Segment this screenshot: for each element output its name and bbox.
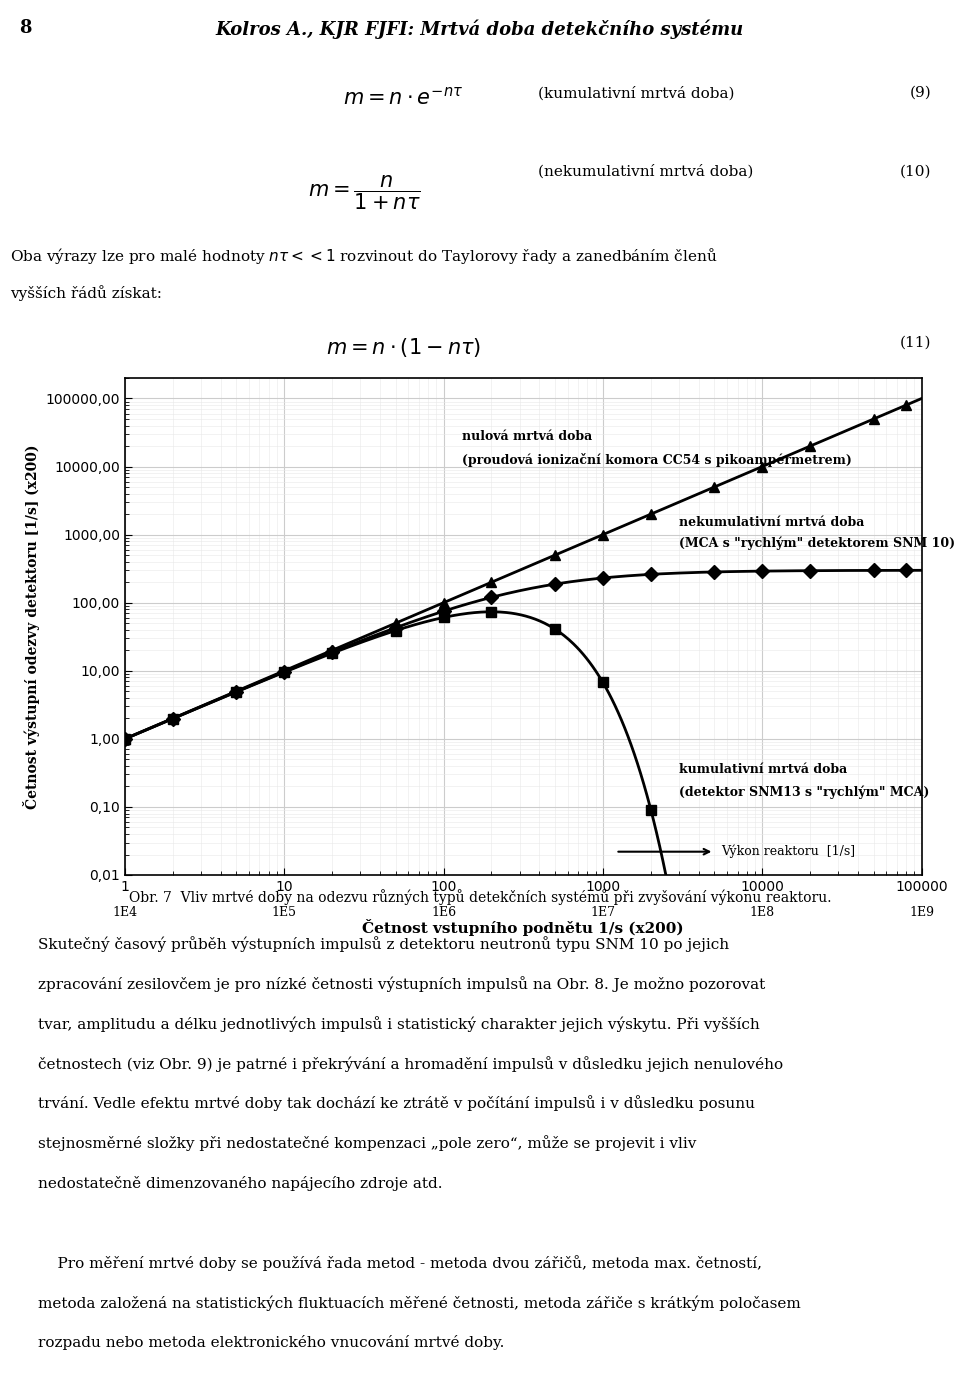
Text: 1E7: 1E7 — [590, 906, 615, 918]
Text: (proudová ionizační komora CC54 s pikoampérmetrem): (proudová ionizační komora CC54 s pikoam… — [462, 452, 852, 466]
Text: Výkon reaktoru  [1/s]: Výkon reaktoru [1/s] — [721, 846, 855, 858]
Text: nulová mrtvá doba: nulová mrtvá doba — [462, 430, 592, 444]
Text: kumulativní mrtvá doba: kumulativní mrtvá doba — [679, 763, 847, 777]
Text: nekumulativní mrtvá doba: nekumulativní mrtvá doba — [679, 517, 864, 529]
Text: $m = n \cdot e^{-n\tau}$: $m = n \cdot e^{-n\tau}$ — [343, 85, 464, 108]
Y-axis label: Četnost výstupní odezvy detektoru [1/s] (x200): Četnost výstupní odezvy detektoru [1/s] … — [23, 444, 40, 809]
Text: (MCA s "rychlým" detektorem SNM 10): (MCA s "rychlým" detektorem SNM 10) — [679, 536, 955, 550]
Text: $m = \dfrac{n}{1 + n\tau}$: $m = \dfrac{n}{1 + n\tau}$ — [308, 174, 421, 211]
Text: metoda založená na statistických fluktuacích měřené četnosti, metoda zářiče s kr: metoda založená na statistických fluktua… — [38, 1295, 802, 1310]
Text: Skutečný časový průběh výstupních impulsů z detektoru neutronů typu SNM 10 po je: Skutečný časový průběh výstupních impuls… — [38, 937, 730, 952]
X-axis label: Četnost vstupního podnětu 1/s (x200): Četnost vstupního podnětu 1/s (x200) — [362, 918, 684, 935]
Text: 1E4: 1E4 — [112, 906, 137, 918]
Text: $m = n \cdot (1 - n\tau)$: $m = n \cdot (1 - n\tau)$ — [325, 336, 481, 358]
Text: 8: 8 — [19, 20, 32, 38]
Text: 1E5: 1E5 — [272, 906, 297, 918]
Text: rozpadu nebo metoda elektronického vnucování mrtvé doby.: rozpadu nebo metoda elektronického vnuco… — [38, 1336, 505, 1351]
Text: (9): (9) — [909, 85, 931, 99]
Text: (11): (11) — [900, 336, 931, 350]
Text: Oba výrazy lze pro malé hodnoty $n\tau << 1$ rozvinout do Taylorovy řady a zaned: Oba výrazy lze pro malé hodnoty $n\tau <… — [10, 245, 717, 266]
Text: Kolros A., KJR FJFI: Mrtvá doba detekčního systému: Kolros A., KJR FJFI: Mrtvá doba detekční… — [216, 20, 744, 39]
Text: tvar, amplitudu a délku jednotlivých impulsů i statistický charakter jejich výsk: tvar, amplitudu a délku jednotlivých imp… — [38, 1016, 760, 1032]
Text: (detektor SNM13 s "rychlým" MCA): (detektor SNM13 s "rychlým" MCA) — [679, 785, 929, 799]
Text: Pro měření mrtvé doby se používá řada metod - metoda dvou zářičů, metoda max. če: Pro měření mrtvé doby se používá řada me… — [38, 1256, 762, 1271]
Text: (nekumulativní mrtvá doba): (nekumulativní mrtvá doba) — [538, 164, 753, 179]
Text: Obr. 7  Vliv mrtvé doby na odezvu různých typů detekčních systémů při zvyšování: Obr. 7 Vliv mrtvé doby na odezvu různých… — [129, 889, 831, 906]
Text: vyšších řádů získat:: vyšších řádů získat: — [10, 284, 161, 301]
Text: 1E9: 1E9 — [909, 906, 934, 918]
Text: nedostatečně dimenzovaného napájecího zdroje atd.: nedostatečně dimenzovaného napájecího zd… — [38, 1176, 443, 1191]
Text: stejnosměrné složky při nedostatečné kompenzaci „pole zero“, může se projevit i : stejnosměrné složky při nedostatečné kom… — [38, 1135, 697, 1151]
Text: četnostech (viz Obr. 9) je patrné i překrývání a hromadění impulsů v důsledku je: četnostech (viz Obr. 9) je patrné i přek… — [38, 1056, 783, 1071]
Text: (kumulativní mrtvá doba): (kumulativní mrtvá doba) — [538, 85, 734, 101]
Text: 1E8: 1E8 — [750, 906, 775, 918]
Text: zpracování zesilovčem je pro nízké četnosti výstupních impulsů na Obr. 8. Je mož: zpracování zesilovčem je pro nízké četno… — [38, 976, 766, 991]
Text: 1E6: 1E6 — [431, 906, 456, 918]
Text: (10): (10) — [900, 164, 931, 178]
Text: trvání. Vedle efektu mrtvé doby tak dochází ke ztrátě v počítání impulsů i v důs: trvání. Vedle efektu mrtvé doby tak doch… — [38, 1096, 756, 1112]
